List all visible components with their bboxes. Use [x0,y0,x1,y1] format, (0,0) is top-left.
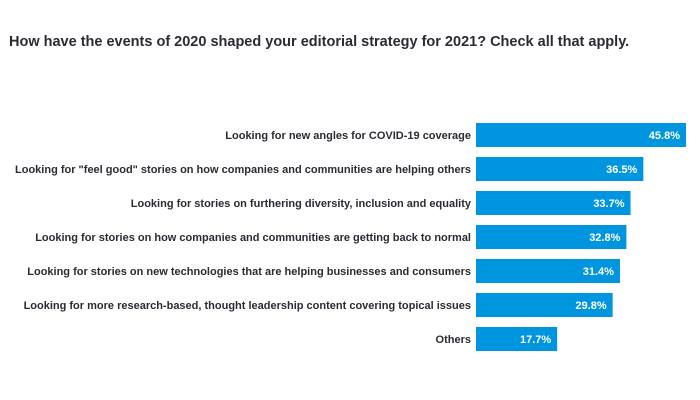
value-label: 29.8% [575,300,606,312]
value-label: 31.4% [583,266,614,278]
bar [476,327,558,351]
value-label: 36.5% [606,164,637,176]
category-label: Looking for stories on new technologies … [27,266,471,278]
value-label: 33.7% [593,198,624,210]
bar [476,157,644,181]
value-label: 45.8% [649,130,680,142]
bar [476,293,613,317]
category-label: Looking for "feel good" stories on how c… [15,164,471,176]
value-label: 32.8% [589,232,620,244]
category-label: Others [436,334,471,346]
chart-title: How have the events of 2020 shaped your … [9,34,630,50]
bar [476,191,631,215]
category-label: Looking for new angles for COVID-19 cove… [225,130,471,142]
bar [476,123,686,147]
category-label: Looking for stories on how companies and… [35,232,471,244]
bar [476,225,627,249]
value-label: 17.7% [520,334,551,346]
bar [476,259,620,283]
category-label: Looking for more research-based, thought… [24,300,471,312]
category-label: Looking for stories on furthering divers… [131,198,472,210]
